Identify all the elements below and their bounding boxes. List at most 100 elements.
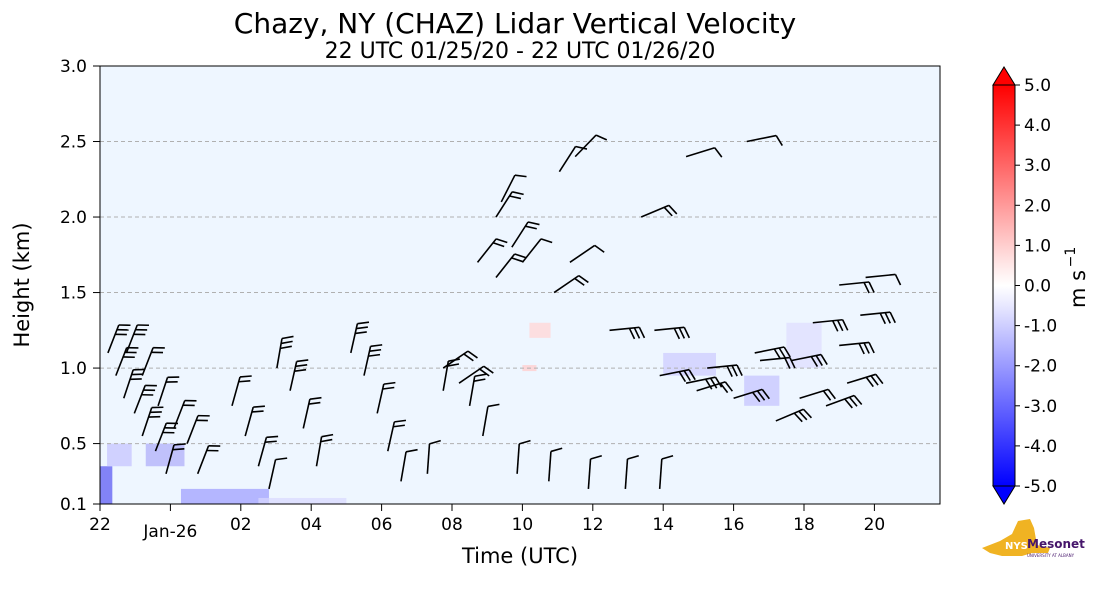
wind-barb xyxy=(846,373,884,388)
wind-barb xyxy=(376,381,396,414)
colorbar-label-exponent: −1 xyxy=(1063,247,1079,268)
velocity-patch xyxy=(100,466,113,504)
wind-barb xyxy=(812,318,849,332)
colorbar-tick-label: 4.0 xyxy=(1024,116,1051,136)
wind-barb xyxy=(186,414,210,444)
x-tick-label: 12 xyxy=(582,515,604,535)
colorbar-label: m s xyxy=(1066,270,1090,308)
colorbar: 5.0 4.0 3.0 2.0 1.0 0.0 -1.0 -2.0 -3.0 -4.0 -5.0 m… xyxy=(992,66,1090,505)
logo-state-text: NYS xyxy=(1005,541,1028,552)
wind-barb xyxy=(165,443,186,475)
wind-barb xyxy=(746,134,783,146)
x-tick-label: 14 xyxy=(652,515,674,535)
y-tick-label: 2.5 xyxy=(60,133,87,153)
x-tick-label: 04 xyxy=(300,515,322,535)
velocity-patch xyxy=(107,443,132,467)
y-tick-label: 3.0 xyxy=(60,57,87,77)
wind-barb xyxy=(231,375,252,407)
grid-lines xyxy=(100,141,940,445)
x-axis: 22 Jan-26 02 04 06 08 10 12 14 16 18 20 xyxy=(89,504,885,542)
wind-barb xyxy=(276,335,294,369)
x-tick-label: Jan-26 xyxy=(142,522,197,542)
wind-barb xyxy=(495,253,527,278)
wind-barb xyxy=(865,273,902,286)
wind-barb xyxy=(123,368,145,399)
colorbar-tick-label: -5.0 xyxy=(1024,477,1057,497)
wind-barb xyxy=(609,326,646,340)
x-tick-label: 20 xyxy=(864,515,886,535)
wind-barb xyxy=(476,238,508,263)
wind-barb xyxy=(141,346,165,376)
x-tick-label: 02 xyxy=(230,515,252,535)
wind-barb xyxy=(495,191,524,218)
wind-barb xyxy=(685,376,723,390)
wind-barb xyxy=(658,454,674,489)
y-axis-label: Height (km) xyxy=(10,222,34,347)
wind-barb xyxy=(426,439,441,474)
colorbar-ticks: 5.0 4.0 3.0 2.0 1.0 0.0 -1.0 -2.0 -3.0 -4.0 -5.0 xyxy=(1015,76,1057,497)
plot-frame xyxy=(99,65,941,505)
velocity-patch xyxy=(663,352,716,376)
y-tick-label: 0.1 xyxy=(60,495,87,515)
x-tick-label: 22 xyxy=(89,515,111,535)
wind-barb xyxy=(685,146,723,158)
colorbar-extend-top xyxy=(992,66,1016,86)
wind-barb xyxy=(754,346,791,360)
wind-barb xyxy=(654,326,691,340)
y-tick-label: 1.0 xyxy=(60,359,87,379)
wind-barb xyxy=(696,381,734,394)
wind-barb xyxy=(386,419,407,452)
wind-barb xyxy=(775,408,813,423)
wind-barb xyxy=(400,448,418,482)
wind-barb xyxy=(733,388,770,403)
wind-barb xyxy=(624,454,639,489)
wind-barb xyxy=(257,435,279,467)
wind-barb xyxy=(516,439,531,474)
plot-area xyxy=(100,66,940,504)
logo-text: Mesonet xyxy=(1027,537,1085,551)
wind-barb xyxy=(548,447,563,482)
x-tick-label: 08 xyxy=(441,515,463,535)
colorbar-tick-label: -1.0 xyxy=(1024,317,1057,337)
wind-barb xyxy=(640,204,678,218)
wind-barb xyxy=(825,394,863,409)
wind-barb xyxy=(659,368,696,383)
y-tick-label: 0.5 xyxy=(60,435,87,455)
y-tick-label: 2.0 xyxy=(60,208,87,228)
colorbar-body xyxy=(992,84,1016,487)
y-axis: 0.1 0.5 1.0 1.5 2.0 2.5 3.0 xyxy=(60,57,100,515)
colorbar-tick-label: -4.0 xyxy=(1024,437,1057,457)
wind-barb xyxy=(458,365,494,384)
wind-barb xyxy=(107,324,131,354)
wind-barb xyxy=(302,396,322,429)
logo-subtext: UNIVERSITY AT ALBANY xyxy=(1027,553,1075,558)
wind-barb xyxy=(558,145,588,173)
colorbar-tick-label: 1.0 xyxy=(1024,236,1051,256)
chart-title: Chazy, NY (CHAZ) Lidar Vertical Velocity xyxy=(234,7,796,40)
wind-barb xyxy=(569,244,605,264)
colorbar-tick-label: 0.0 xyxy=(1024,277,1051,297)
wind-barb xyxy=(141,406,164,437)
colorbar-tick-label: -3.0 xyxy=(1024,397,1057,417)
colorbar-tick-label: 3.0 xyxy=(1024,156,1051,176)
velocity-patch xyxy=(529,322,551,338)
y-tick-label: 1.5 xyxy=(60,284,87,304)
wind-barb xyxy=(244,405,265,437)
wind-barb xyxy=(553,274,589,294)
wind-barb xyxy=(707,364,743,377)
wind-barb xyxy=(173,399,197,429)
x-tick-label: 18 xyxy=(793,515,815,535)
wind-barb xyxy=(574,134,608,158)
velocity-patch xyxy=(180,488,269,504)
wind-barb xyxy=(587,454,602,489)
x-axis-label: Time (UTC) xyxy=(461,544,578,568)
wind-barb xyxy=(500,174,527,203)
colorbar-extend-bottom xyxy=(992,485,1016,505)
wind-barb xyxy=(133,384,157,414)
x-tick-label: 06 xyxy=(371,515,393,535)
wind-barb xyxy=(482,403,500,437)
nys-state-shape xyxy=(982,519,1050,556)
colorbar-tick-label: 5.0 xyxy=(1024,76,1051,96)
wind-barb xyxy=(791,353,828,367)
